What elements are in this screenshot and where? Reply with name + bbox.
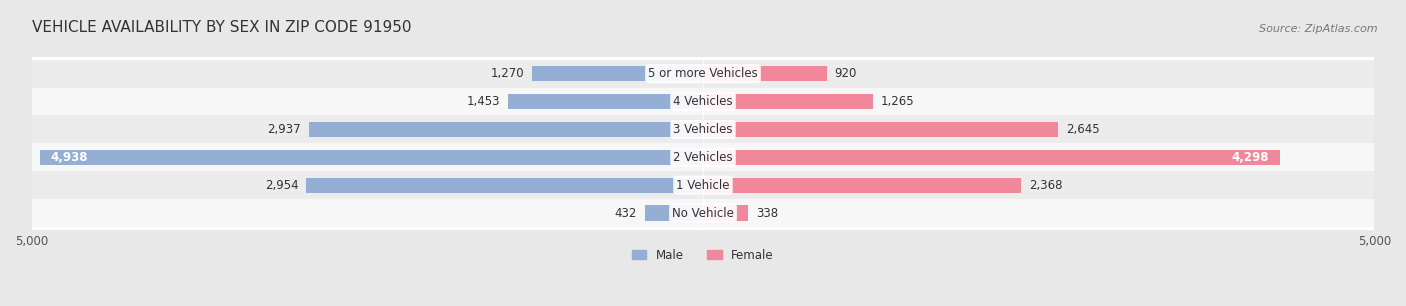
Legend: Male, Female: Male, Female (633, 249, 773, 262)
Text: 4,298: 4,298 (1232, 151, 1270, 164)
Bar (31, 60, 1375, 88)
Bar (533, 66, 703, 81)
Bar (508, 94, 703, 109)
Bar (39, 150, 703, 165)
Text: 338: 338 (756, 207, 779, 219)
Text: 432: 432 (614, 207, 637, 219)
Bar (645, 205, 703, 221)
Text: 2 Vehicles: 2 Vehicles (673, 151, 733, 164)
Bar (31, 115, 1375, 144)
Text: 5 or more Vehicles: 5 or more Vehicles (648, 67, 758, 80)
Text: 2,368: 2,368 (1029, 179, 1063, 192)
Bar (31, 199, 1375, 227)
Text: 2,645: 2,645 (1066, 123, 1099, 136)
Bar (309, 122, 703, 137)
Text: VEHICLE AVAILABILITY BY SEX IN ZIP CODE 91950: VEHICLE AVAILABILITY BY SEX IN ZIP CODE … (31, 20, 411, 35)
Text: 4,938: 4,938 (51, 151, 89, 164)
Text: 1,270: 1,270 (491, 67, 524, 80)
Text: 1,453: 1,453 (467, 95, 501, 108)
Text: 4 Vehicles: 4 Vehicles (673, 95, 733, 108)
Text: 3 Vehicles: 3 Vehicles (673, 123, 733, 136)
Bar (703, 205, 748, 221)
Bar (703, 150, 1279, 165)
Bar (703, 66, 827, 81)
Bar (703, 122, 1059, 137)
Bar (31, 144, 1375, 171)
Text: 2,937: 2,937 (267, 123, 301, 136)
Bar (703, 177, 1021, 193)
Bar (307, 177, 703, 193)
Text: 2,954: 2,954 (264, 179, 298, 192)
Bar (31, 88, 1375, 115)
Text: No Vehicle: No Vehicle (672, 207, 734, 219)
Text: Source: ZipAtlas.com: Source: ZipAtlas.com (1260, 24, 1378, 35)
Bar (703, 94, 873, 109)
Text: 1,265: 1,265 (882, 95, 914, 108)
Text: 1 Vehicle: 1 Vehicle (676, 179, 730, 192)
Text: 920: 920 (835, 67, 858, 80)
Bar (31, 171, 1375, 199)
